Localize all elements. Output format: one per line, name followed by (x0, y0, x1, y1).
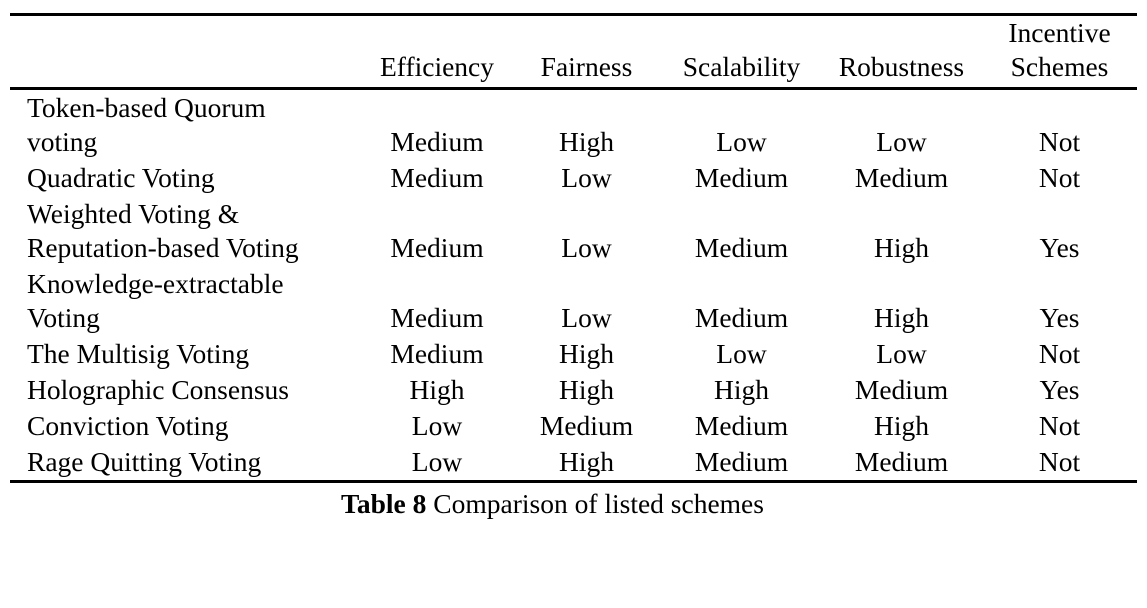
row-label: Weighted Voting & Reputation-based Votin… (27, 198, 299, 263)
value-cell-fairness: High (559, 338, 614, 369)
column-header-fairness: Fairness (511, 14, 662, 90)
table-row-weighted-reputation-voting: Weighted Voting & Reputation-based Votin… (10, 196, 1137, 266)
table-row-rage-quitting-voting: Rage Quitting Voting Low High Medium Med… (10, 444, 1137, 482)
value-cell-robustness: High (874, 302, 929, 333)
row-label: Quadratic Voting (27, 162, 215, 193)
value-cell-incentive: Yes (1039, 374, 1080, 405)
header-row: Efficiency Fairness Scalability Robustne… (10, 14, 1137, 90)
value-cell-scalability: Medium (694, 232, 789, 263)
value-cell-incentive: Not (1038, 162, 1081, 193)
row-label: Conviction Voting (27, 410, 229, 441)
value-cell-fairness: High (559, 374, 614, 405)
table-caption-text: Comparison of listed schemes (433, 488, 764, 519)
row-label: Knowledge-extractable Voting (27, 268, 284, 333)
value-cell-fairness: High (559, 126, 614, 157)
column-header-efficiency: Efficiency (363, 14, 511, 90)
value-cell-incentive: Yes (1039, 232, 1080, 263)
value-cell-efficiency: High (409, 374, 465, 405)
column-header-scalability: Scalability (662, 14, 821, 90)
table-row-holographic-consensus: Holographic Consensus High High High Med… (10, 372, 1137, 408)
value-cell-fairness: Low (561, 302, 612, 333)
value-cell-incentive: Yes (1039, 302, 1080, 333)
value-cell-scalability: Low (716, 338, 767, 369)
value-cell-scalability: Medium (694, 410, 789, 441)
row-label: Rage Quitting Voting (27, 446, 262, 477)
row-label: Token-based Quorum voting (27, 92, 266, 157)
value-cell-scalability: High (714, 374, 769, 405)
table-row-token-based-quorum-voting: Token-based Quorum voting Medium High Lo… (10, 89, 1137, 161)
value-cell-scalability: Medium (694, 162, 789, 193)
column-header-scheme (10, 14, 363, 90)
table-caption: Table 8 Comparison of listed schemes (0, 487, 1105, 521)
value-cell-incentive: Not (1038, 446, 1081, 477)
value-cell-fairness: Low (561, 232, 612, 263)
value-cell-robustness: Medium (854, 446, 949, 477)
value-cell-incentive: Not (1038, 410, 1081, 441)
table-row-quadratic-voting: Quadratic Voting Medium Low Medium Mediu… (10, 160, 1137, 196)
value-cell-fairness: Low (561, 162, 612, 193)
value-cell-scalability: Medium (694, 302, 789, 333)
value-cell-efficiency: Low (411, 446, 463, 477)
row-label: Holographic Consensus (27, 374, 289, 405)
value-cell-fairness: Medium (539, 410, 634, 441)
value-cell-efficiency: Medium (390, 338, 484, 369)
value-cell-scalability: Low (716, 126, 767, 157)
value-cell-incentive: Not (1038, 338, 1081, 369)
value-cell-robustness: High (874, 232, 929, 263)
column-header-robustness: Robustness (821, 14, 982, 90)
table-row-conviction-voting: Conviction Voting Low Medium Medium High… (10, 408, 1137, 444)
table-row-knowledge-extractable-voting: Knowledge-extractable Voting Medium Low … (10, 266, 1137, 336)
row-label: The Multisig Voting (27, 338, 250, 369)
value-cell-efficiency: Medium (390, 126, 484, 157)
value-cell-fairness: High (559, 446, 614, 477)
value-cell-robustness: Medium (854, 374, 949, 405)
value-cell-scalability: Medium (694, 446, 789, 477)
value-cell-robustness: Medium (854, 162, 949, 193)
value-cell-efficiency: Medium (390, 302, 484, 333)
value-cell-efficiency: Low (411, 410, 463, 441)
value-cell-efficiency: Medium (390, 232, 484, 263)
comparison-table: Efficiency Fairness Scalability Robustne… (10, 13, 1137, 483)
value-cell-robustness: Low (876, 338, 927, 369)
table-row-multisig-voting: The Multisig Voting Medium High Low Low … (10, 336, 1137, 372)
value-cell-robustness: High (874, 410, 929, 441)
value-cell-incentive: Not (1038, 126, 1081, 157)
value-cell-efficiency: Medium (390, 162, 484, 193)
value-cell-robustness: Low (876, 126, 927, 157)
column-header-incentive-schemes: Incentive Schemes (982, 14, 1137, 90)
table-caption-number: Table 8 (341, 488, 427, 519)
